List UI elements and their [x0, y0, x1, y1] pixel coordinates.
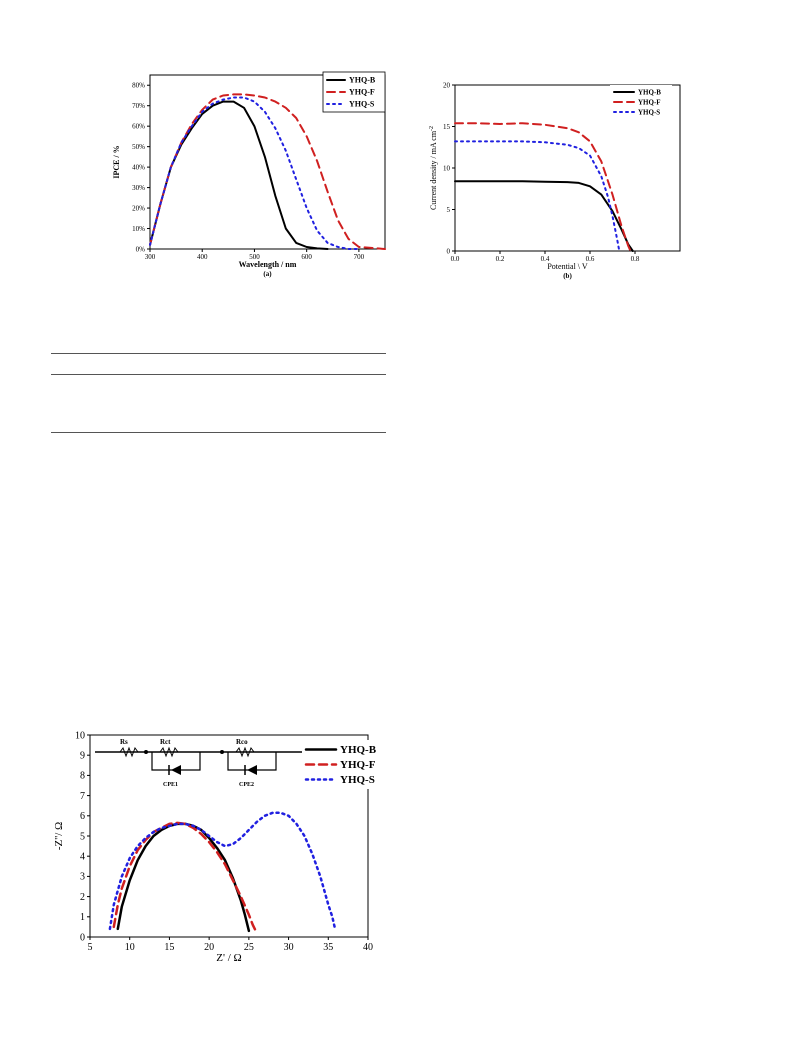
x-tick-label: 400 [197, 253, 208, 261]
series-line-yhq-f [149, 93, 386, 250]
capacitor-arrow-icon [247, 765, 257, 775]
y-tick-label: 8 [80, 771, 85, 782]
y-axis-label-sup: -2 [429, 126, 435, 131]
circuit-label-rco: Rco [236, 738, 248, 746]
legend-label-yhq-s: YHQ-S [349, 100, 375, 109]
table-header-rule [51, 374, 386, 375]
circuit-label-rs: Rs [120, 738, 128, 746]
x-tick-label: 0.6 [586, 255, 595, 263]
legend-label-yhq-s: YHQ-S [340, 774, 375, 786]
x-tick-label: 500 [249, 253, 260, 261]
y-tick-label: 80% [132, 82, 145, 90]
series-line-yhq-s [108, 811, 336, 931]
jv-chart: 0.0 0.2 0.4 0.6 0.8 0 5 10 15 20 Potential \ V Curr… [429, 81, 681, 280]
y-tick-label: 4 [80, 852, 85, 863]
y-tick-label: 10 [443, 164, 451, 172]
circuit-branch-wire [227, 752, 277, 771]
y-tick-label: 10% [132, 225, 145, 233]
y-axis-label: IPCE / % [112, 145, 121, 178]
legend-label-yhq-s: YHQ-S [638, 108, 660, 116]
legend-label-yhq-f: YHQ-F [340, 759, 376, 771]
y-tick-label: 0 [447, 247, 451, 255]
figure-caption: (a) [263, 270, 272, 278]
resistor-icon [159, 746, 179, 758]
circuit-label-rct: Rct [160, 738, 171, 746]
circuit-label-cpe1: CPE1 [163, 782, 178, 788]
x-axis-label: Potential \ V [547, 262, 588, 271]
y-tick-label: 5 [80, 831, 85, 842]
x-tick-label: 0.0 [451, 255, 460, 263]
x-tick-label: 10 [125, 942, 135, 953]
series-line-yhq-s [149, 96, 360, 250]
y-tick-label: 70% [132, 102, 145, 110]
capacitor-arrow-icon [171, 765, 181, 775]
circuit-node-icon [220, 750, 224, 754]
x-axis-label: Wavelength / nm [239, 260, 297, 269]
table-bottom-rule [51, 432, 386, 433]
nyquist-chart: 5 10 15 20 25 30 35 40 0 1 2 3 4 5 6 7 8 9 10 Z' / Ω -Z''/ Ω… [53, 730, 388, 964]
x-tick-label: 40 [363, 942, 373, 953]
series-line-yhq-b [149, 100, 329, 250]
y-tick-label: 9 [80, 751, 85, 762]
circuit-branch-wire [151, 752, 201, 771]
y-tick-label: 20 [443, 81, 451, 89]
x-axis-label: Z' / Ω [216, 952, 241, 964]
legend-label-yhq-b: YHQ-B [340, 744, 377, 756]
x-tick-label: 700 [354, 253, 365, 261]
y-tick-label: 6 [80, 811, 85, 822]
y-tick-label: 0% [136, 245, 146, 253]
x-tick-label: 35 [323, 942, 333, 953]
y-tick-label: 5 [447, 206, 451, 214]
y-axis-label: Current density / mA cm-2 [429, 126, 438, 210]
circuit-node-icon [144, 750, 148, 754]
y-tick-label: 7 [80, 791, 85, 802]
figure-caption: (b) [563, 272, 572, 280]
resistor-icon [119, 746, 139, 758]
y-tick-label: 1 [80, 912, 85, 923]
legend-label-yhq-f: YHQ-F [349, 88, 375, 97]
y-tick-label: 3 [80, 872, 85, 883]
legend-box [302, 740, 388, 789]
x-tick-label: 600 [301, 253, 312, 261]
series-line-yhq-f [454, 122, 632, 252]
x-tick-label: 15 [164, 942, 174, 953]
y-tick-label: 30% [132, 184, 145, 192]
y-tick-label: 40% [132, 163, 145, 171]
legend-label-yhq-b: YHQ-B [638, 88, 661, 96]
legend-label-yhq-f: YHQ-F [638, 98, 661, 106]
series-line-yhq-f [112, 821, 259, 935]
series-line-yhq-b [116, 822, 251, 933]
y-tick-label: 0 [80, 932, 85, 943]
y-tick-label: 15 [443, 123, 451, 131]
x-tick-label: 0.8 [631, 255, 640, 263]
series-line-yhq-s [454, 140, 621, 252]
resistor-icon [235, 746, 255, 758]
y-axis-label: -Z''/ Ω [53, 822, 65, 850]
series-line-yhq-b [454, 180, 634, 252]
x-tick-label: 30 [284, 942, 294, 953]
y-tick-label: 50% [132, 143, 145, 151]
y-tick-label: 2 [80, 892, 85, 903]
legend-label-yhq-b: YHQ-B [349, 76, 376, 85]
y-tick-label: 10 [75, 730, 85, 741]
y-tick-label: 20% [132, 204, 145, 212]
x-tick-label: 0.4 [541, 255, 550, 263]
ipce-chart: 300 400 500 600 700 0% 10% 20% 30% 40% 50% 60% 70% 80… [112, 71, 386, 278]
y-tick-label: 60% [132, 123, 145, 131]
x-tick-label: 0.2 [496, 255, 505, 263]
x-tick-label: 25 [244, 942, 254, 953]
x-tick-label: 5 [88, 942, 93, 953]
plot-frame [149, 74, 386, 250]
table-top-rule [51, 353, 386, 354]
x-tick-label: 300 [145, 253, 156, 261]
circuit-label-cpe2: CPE2 [239, 782, 254, 788]
x-tick-label: 20 [204, 942, 214, 953]
